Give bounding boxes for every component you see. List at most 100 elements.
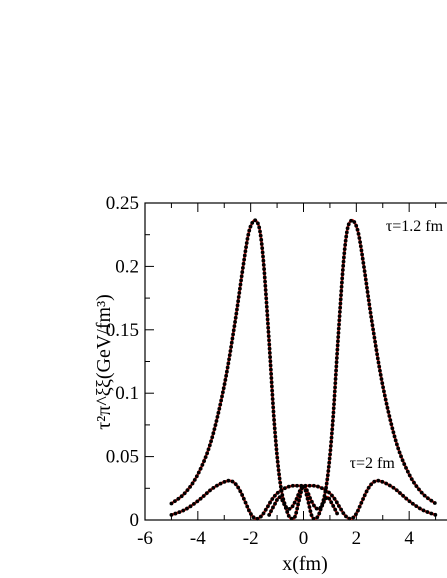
data-point — [267, 513, 272, 517]
data-point — [311, 483, 316, 488]
data-point — [265, 317, 270, 322]
data-point — [368, 306, 372, 311]
data-point — [246, 232, 251, 237]
data-point — [399, 454, 403, 459]
data-point — [287, 506, 292, 511]
data-point — [182, 491, 187, 496]
data-point — [335, 347, 340, 352]
data-point — [224, 369, 229, 374]
data-point — [330, 423, 335, 427]
data-point — [369, 319, 374, 323]
data-point — [397, 450, 402, 455]
data-point — [236, 295, 241, 299]
data-point — [334, 364, 339, 369]
data-point — [263, 507, 268, 512]
data-point — [339, 280, 344, 285]
data-point — [396, 446, 401, 451]
data-point — [269, 376, 274, 380]
y-tick-labels: 0 0.05 0.1 0.15 0.2 0.25 — [106, 193, 139, 531]
data-point — [285, 510, 290, 514]
data-point — [422, 493, 427, 498]
plot-frame — [144, 202, 447, 521]
data-point — [336, 339, 340, 344]
data-point — [332, 398, 337, 402]
data-point — [317, 511, 322, 516]
data-point — [262, 267, 266, 271]
data-point — [325, 473, 330, 478]
data-point — [260, 246, 265, 251]
data-point — [364, 489, 369, 494]
data-point — [354, 223, 359, 228]
data-point — [227, 357, 231, 362]
data-point — [308, 509, 313, 513]
data-point — [363, 277, 368, 282]
data-point — [381, 385, 385, 390]
data-point — [238, 282, 243, 287]
data-point — [275, 455, 280, 460]
data-point — [338, 297, 343, 302]
data-point — [266, 504, 270, 509]
data-point — [290, 483, 295, 488]
data-point — [342, 255, 346, 260]
data-point — [290, 504, 295, 509]
data-point — [261, 254, 265, 259]
data-point — [188, 484, 192, 489]
data-point — [421, 508, 426, 513]
data-point — [417, 506, 422, 511]
data-point — [258, 514, 263, 519]
data-point — [327, 460, 332, 465]
data-point — [331, 414, 336, 419]
data-point — [329, 500, 334, 505]
data-point — [218, 402, 223, 407]
data-point — [227, 353, 232, 358]
data-point — [286, 484, 291, 489]
data-point — [432, 501, 437, 505]
data-point — [342, 251, 347, 256]
data-point — [384, 401, 389, 406]
data-point — [326, 469, 331, 473]
data-point — [271, 413, 276, 418]
data-point — [271, 505, 275, 510]
data-point — [361, 497, 365, 501]
data-point — [198, 466, 203, 471]
data-point — [204, 491, 209, 496]
data-point — [333, 377, 338, 381]
data-point — [298, 494, 302, 499]
data-point — [265, 313, 270, 318]
data-point — [339, 293, 343, 298]
data-point — [409, 477, 414, 481]
data-point — [378, 373, 383, 377]
data-point — [245, 236, 250, 241]
data-point — [404, 466, 408, 470]
data-point — [362, 265, 366, 269]
data-point — [387, 414, 392, 418]
data-point — [340, 272, 345, 277]
data-point — [333, 372, 338, 377]
data-point — [286, 513, 291, 518]
data-point — [194, 474, 199, 479]
data-point — [387, 483, 392, 488]
data-point — [169, 501, 174, 506]
data-point — [226, 478, 231, 483]
data-point — [229, 340, 234, 345]
data-point — [376, 478, 381, 483]
data-point — [337, 310, 342, 314]
data-point — [260, 250, 265, 255]
data-point — [177, 510, 182, 515]
data-point — [261, 258, 266, 263]
data-point — [201, 494, 206, 498]
data-point — [335, 511, 339, 516]
data-point — [320, 503, 325, 508]
data-point — [192, 477, 197, 482]
tick-marks — [144, 202, 437, 521]
data-point — [196, 470, 201, 475]
data-point — [429, 511, 434, 516]
data-point — [331, 504, 336, 508]
data-point — [217, 406, 222, 411]
data-point — [305, 496, 310, 501]
data-point — [372, 335, 377, 340]
data-point — [410, 501, 415, 506]
data-point — [306, 500, 311, 505]
data-point — [362, 269, 367, 274]
data-point — [231, 328, 236, 333]
